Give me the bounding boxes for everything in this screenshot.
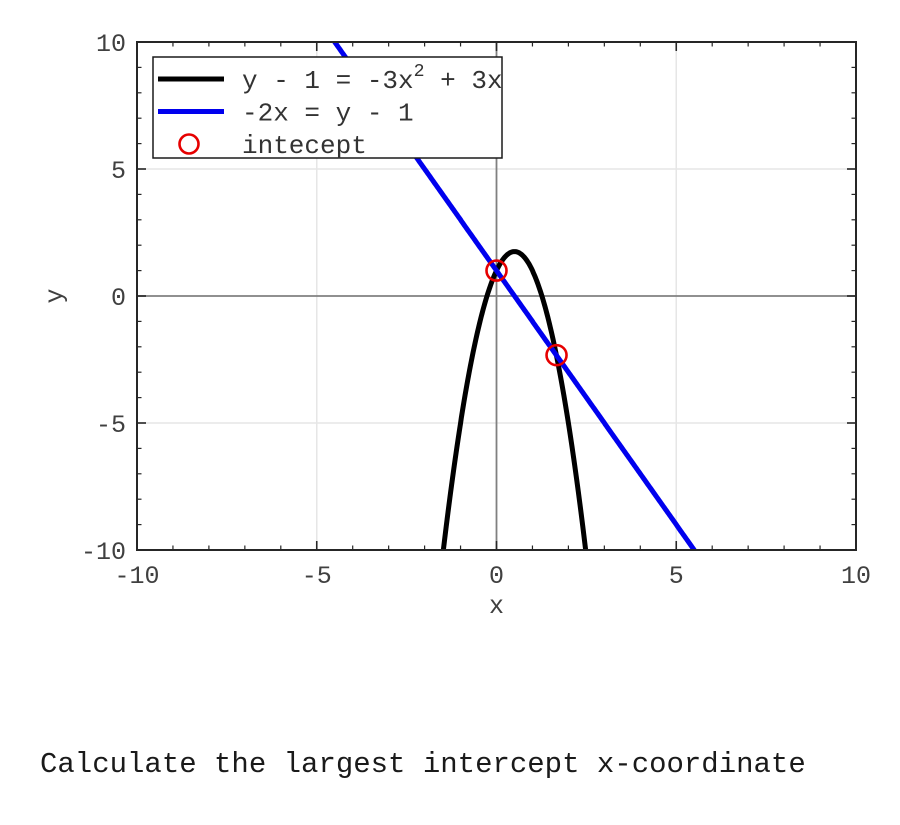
y-tick-label: 10 <box>96 30 126 59</box>
x-axis-label: x <box>489 592 504 621</box>
legend-label: intecept <box>242 131 367 161</box>
intercept-marker <box>485 259 508 282</box>
x-tick-label: -5 <box>302 562 332 591</box>
intercept-marker <box>545 343 568 367</box>
legend-marker-sample <box>178 133 200 155</box>
question-text: Calculate the largest intercept x-coordi… <box>40 682 806 825</box>
series-curve-1 <box>331 42 698 550</box>
legend-label: -2x = y - 1 <box>242 99 414 129</box>
y-axis-label: y <box>41 288 70 303</box>
x-tick-label: 10 <box>841 562 871 591</box>
y-tick-label: 5 <box>111 157 126 186</box>
legend-box <box>152 56 503 159</box>
function-plot: -10 -5 0 5 10 -10 -5 0 5 10 x y y - 1 = -3x2 + 3x-2x… <box>41 30 871 621</box>
x-tick-label: -10 <box>114 562 159 591</box>
y-tick-label: 0 <box>111 284 126 313</box>
plot-frame <box>136 41 857 551</box>
series-group <box>331 42 698 550</box>
series-curve-0 <box>440 249 589 550</box>
x-tick-label: 0 <box>489 562 504 591</box>
y-tick-label: -10 <box>81 538 126 567</box>
legend-label: y - 1 = -3x2 + 3x <box>242 62 503 96</box>
x-tick-label: 5 <box>669 562 684 591</box>
question-line-1: Calculate the largest intercept x-coordi… <box>40 748 806 781</box>
y-tick-label: -5 <box>96 411 126 440</box>
